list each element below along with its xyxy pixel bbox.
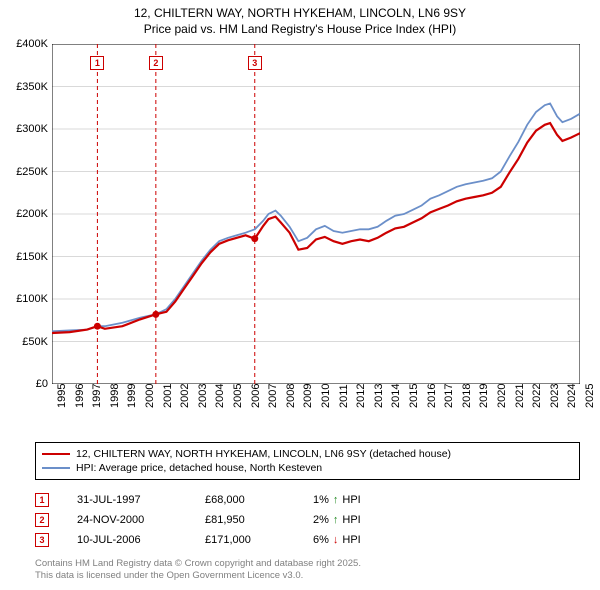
- txn-price: £171,000: [205, 534, 285, 546]
- txn-suffix: HPI: [342, 514, 360, 526]
- x-tick-label: 2020: [496, 384, 508, 408]
- x-tick-label: 1998: [109, 384, 121, 408]
- arrow-icon: ↓: [333, 534, 339, 546]
- txn-pct: 1%: [313, 494, 329, 506]
- x-tick-label: 2008: [285, 384, 297, 408]
- chart-title: 12, CHILTERN WAY, NORTH HYKEHAM, LINCOLN…: [0, 0, 600, 37]
- y-tick-label: £300K: [4, 123, 48, 135]
- x-tick-label: 2010: [320, 384, 332, 408]
- y-tick-label: £200K: [4, 208, 48, 220]
- txn-price: £81,950: [205, 514, 285, 526]
- x-tick-label: 2014: [390, 384, 402, 408]
- x-tick-label: 2004: [214, 384, 226, 408]
- x-tick-label: 2006: [250, 384, 262, 408]
- legend: 12, CHILTERN WAY, NORTH HYKEHAM, LINCOLN…: [35, 442, 580, 480]
- legend-label: HPI: Average price, detached house, Nort…: [76, 462, 322, 474]
- txn-marker: 1: [35, 493, 49, 507]
- txn-suffix: HPI: [342, 534, 360, 546]
- x-tick-label: 1996: [74, 384, 86, 408]
- x-tick-label: 2007: [267, 384, 279, 408]
- x-tick-label: 2017: [443, 384, 455, 408]
- x-tick-label: 2024: [566, 384, 578, 408]
- transactions-table: 131-JUL-1997£68,0001%↑HPI224-NOV-2000£81…: [35, 490, 580, 550]
- x-tick-label: 2022: [531, 384, 543, 408]
- legend-row: 12, CHILTERN WAY, NORTH HYKEHAM, LINCOLN…: [42, 447, 573, 461]
- txn-date: 10-JUL-2006: [77, 534, 177, 546]
- y-tick-label: £400K: [4, 38, 48, 50]
- txn-marker: 2: [35, 513, 49, 527]
- y-tick-label: £250K: [4, 166, 48, 178]
- x-tick-label: 1997: [91, 384, 103, 408]
- y-tick-label: £100K: [4, 293, 48, 305]
- y-tick-label: £0: [4, 378, 48, 390]
- attribution: Contains HM Land Registry data © Crown c…: [35, 558, 361, 582]
- event-marker: 3: [248, 56, 262, 70]
- x-tick-label: 2021: [514, 384, 526, 408]
- attribution-line-1: Contains HM Land Registry data © Crown c…: [35, 558, 361, 570]
- legend-row: HPI: Average price, detached house, Nort…: [42, 461, 573, 475]
- title-line-2: Price paid vs. HM Land Registry's House …: [0, 22, 600, 38]
- title-line-1: 12, CHILTERN WAY, NORTH HYKEHAM, LINCOLN…: [0, 6, 600, 22]
- arrow-icon: ↑: [333, 514, 339, 526]
- transaction-row: 1 31-JUL-1997 £68,000 1% ↑HPI: [35, 490, 580, 510]
- txn-suffix: HPI: [342, 494, 360, 506]
- x-tick-label: 2001: [162, 384, 174, 408]
- x-tick-label: 1999: [126, 384, 138, 408]
- arrow-icon: ↑: [333, 494, 339, 506]
- plot-svg: [52, 44, 580, 384]
- attribution-line-2: This data is licensed under the Open Gov…: [35, 570, 361, 582]
- txn-hpi: 6% ↓HPI: [313, 534, 361, 546]
- txn-date: 31-JUL-1997: [77, 494, 177, 506]
- x-tick-label: 2013: [373, 384, 385, 408]
- x-tick-label: 2018: [461, 384, 473, 408]
- legend-label: 12, CHILTERN WAY, NORTH HYKEHAM, LINCOLN…: [76, 448, 451, 460]
- legend-swatch: [42, 453, 70, 455]
- y-tick-label: £350K: [4, 81, 48, 93]
- x-tick-label: 2011: [338, 384, 350, 408]
- x-tick-label: 2023: [549, 384, 561, 408]
- txn-pct: 6%: [313, 534, 329, 546]
- x-tick-label: 2009: [302, 384, 314, 408]
- x-tick-label: 2016: [426, 384, 438, 408]
- x-tick-label: 2015: [408, 384, 420, 408]
- chart-area: £0£50K£100K£150K£200K£250K£300K£350K£400…: [52, 44, 580, 384]
- x-tick-label: 1995: [56, 384, 68, 408]
- x-tick-label: 2000: [144, 384, 156, 408]
- x-tick-label: 2025: [584, 384, 596, 408]
- txn-hpi: 1% ↑HPI: [313, 494, 361, 506]
- x-tick-label: 2012: [355, 384, 367, 408]
- x-tick-label: 2002: [179, 384, 191, 408]
- txn-marker: 3: [35, 533, 49, 547]
- txn-price: £68,000: [205, 494, 285, 506]
- transaction-row: 2 24-NOV-2000 £81,950 2% ↑HPI: [35, 510, 580, 530]
- x-tick-label: 2005: [232, 384, 244, 408]
- event-marker: 2: [149, 56, 163, 70]
- x-tick-label: 2019: [478, 384, 490, 408]
- x-tick-label: 2003: [197, 384, 209, 408]
- y-tick-label: £150K: [4, 251, 48, 263]
- txn-hpi: 2% ↑HPI: [313, 514, 361, 526]
- transaction-row: 3 10-JUL-2006 £171,000 6% ↓HPI: [35, 530, 580, 550]
- txn-date: 24-NOV-2000: [77, 514, 177, 526]
- legend-swatch: [42, 467, 70, 469]
- chart-container: 12, CHILTERN WAY, NORTH HYKEHAM, LINCOLN…: [0, 0, 600, 590]
- event-marker: 1: [90, 56, 104, 70]
- y-tick-label: £50K: [4, 336, 48, 348]
- txn-pct: 2%: [313, 514, 329, 526]
